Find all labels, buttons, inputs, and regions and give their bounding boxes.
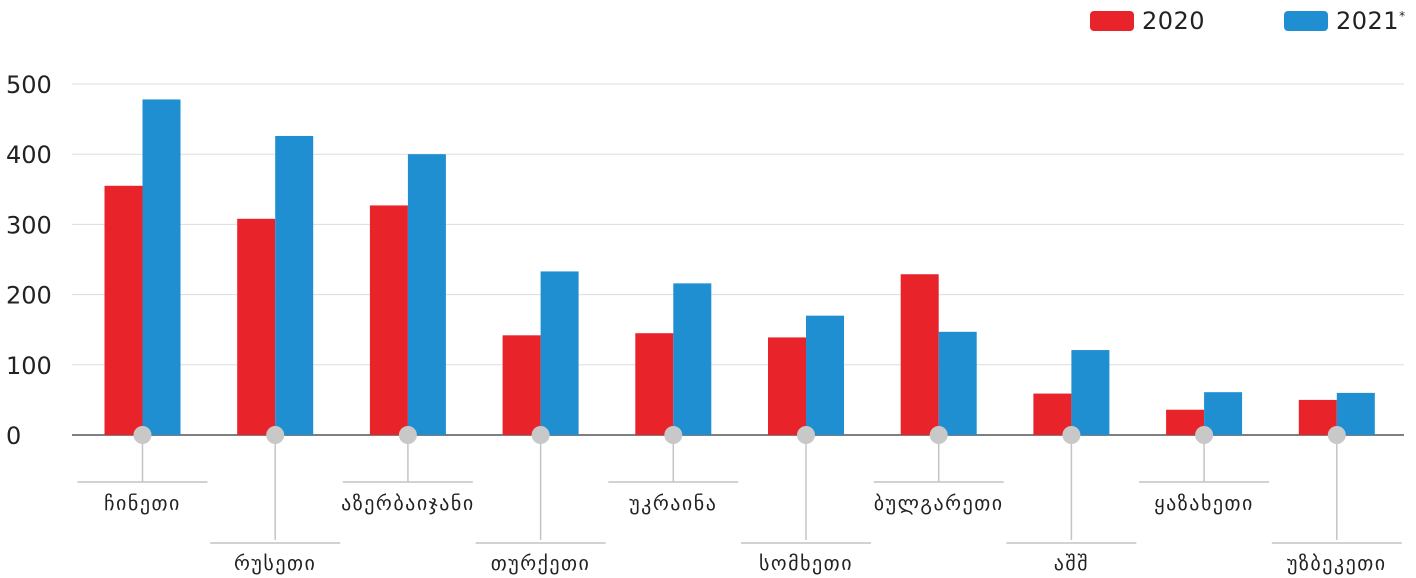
bar-2020	[1033, 393, 1072, 435]
legend-item-2020: 2020	[1090, 6, 1205, 36]
y-tick-label: 200	[6, 282, 52, 310]
legend-label-2021: 2021*	[1336, 7, 1406, 35]
legend-swatch-2021	[1284, 11, 1328, 31]
category-marker	[398, 426, 417, 444]
x-category-label: აზერბაიჯანი	[341, 491, 475, 515]
category-marker	[1062, 426, 1081, 444]
y-tick-label: 300	[6, 211, 52, 239]
category-marker	[1195, 426, 1214, 444]
bar-2021	[142, 99, 181, 435]
x-category-label: ბულგარეთი	[874, 491, 1004, 515]
y-tick-label: 100	[6, 352, 52, 380]
bar-2020	[635, 333, 674, 435]
x-category-label: აშშ	[1054, 551, 1089, 575]
category-marker	[929, 426, 948, 444]
bar-2020	[502, 335, 541, 435]
y-tick-label: 400	[6, 141, 52, 169]
category-marker	[266, 426, 285, 444]
bar-2021	[938, 331, 977, 435]
bar-2020	[369, 205, 408, 435]
category-marker	[797, 426, 815, 444]
y-tick-label: 0	[6, 422, 21, 450]
x-category-label: უზბეკეთი	[1287, 551, 1387, 575]
bar-2021	[673, 283, 712, 435]
category-marker	[531, 426, 550, 444]
category-marker	[1327, 426, 1346, 444]
bar-2021	[407, 154, 446, 435]
x-category-label: სომხეთი	[759, 551, 853, 575]
bar-2020	[768, 337, 806, 435]
bar-2021	[1336, 392, 1375, 435]
y-tick-label: 500	[6, 71, 52, 99]
x-category-label: ჩინეთი	[104, 491, 181, 515]
bar-2020	[237, 218, 276, 435]
bar-2021	[540, 271, 579, 435]
bar-2020	[104, 185, 143, 435]
x-category-label: თურქეთი	[491, 551, 591, 575]
x-category-label: უკრაინა	[629, 491, 717, 515]
bar-2021	[275, 135, 314, 435]
category-marker	[133, 426, 152, 444]
legend-item-2021: 2021*	[1284, 6, 1406, 36]
legend-label-2020: 2020	[1142, 7, 1206, 35]
bar-2020	[900, 274, 939, 435]
x-category-label: რუსეთი	[234, 551, 316, 575]
bar-2021	[806, 315, 844, 435]
bar-2021	[1204, 392, 1243, 435]
legend-swatch-2020	[1090, 11, 1134, 31]
bar-2021	[1071, 350, 1110, 435]
x-category-label: ყაზახეთი	[1154, 491, 1254, 515]
category-marker	[664, 426, 683, 444]
